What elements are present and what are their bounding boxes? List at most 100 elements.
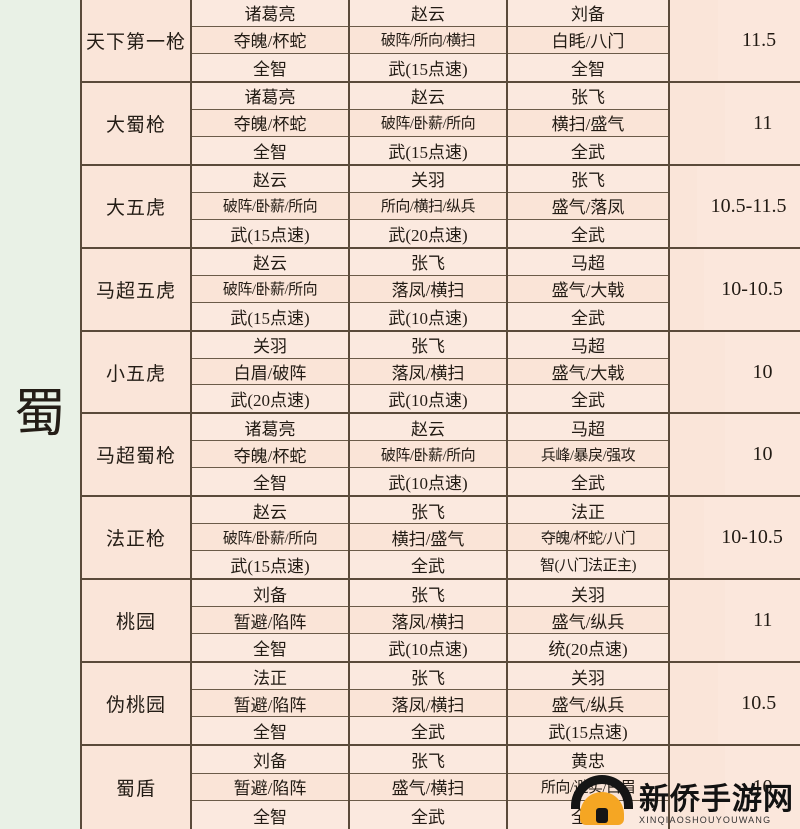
hero-attribute-cell: 武(15点速) [350,136,506,164]
hero-column-3: 法正 夺魄/杯蛇/八门 智(八门法正主) [508,497,670,579]
table-row: 天下第一枪 诸葛亮 夺魄/杯蛇 全智 赵云 破阵/所向/横扫 武(15点速) 刘备 白眊/八门全… [82,0,800,83]
hero-attribute-cell: 全武 [508,468,668,496]
table-row: 法正枪 赵云 破阵/卧薪/所向 武(15点速) 张飞 横扫/盛气 全武 法正 夺魄/杯蛇/八门智… [82,497,800,581]
hero-attribute-cell: 全武 [350,551,506,579]
hero-tactics-cell: 盛气/横扫 [350,773,506,802]
hero-columns: 法正 暂避/陷阵 全智 张飞 落凤/横扫 全武 关羽 盛气/纵兵 武(15点速) [192,663,718,745]
hero-columns: 关羽 白眉/破阵 武(20点速) 张飞 落凤/横扫 武(10点速) 马超 盛气/大戟 全武 [192,331,725,413]
hero-attribute-cell: 武(10点速) [350,634,506,662]
hero-tactics-cell: 盛气/纵兵 [508,690,668,718]
hero-attribute-cell: 武(15点速) [192,551,348,579]
hero-name-cell: 关羽 [508,663,668,691]
hero-tactics-cell: 落凤/横扫 [350,607,506,635]
hero-attribute-cell: 全武 [350,801,506,829]
comp-name-cell: 桃园 [82,580,192,662]
hero-tactics-cell: 暂避/陷阵 [192,607,348,635]
hero-tactics-cell: 白眉/破阵 [192,358,348,386]
score-cell: 10 [725,414,800,496]
hero-name-cell: 马超 [508,248,668,276]
hero-column-3: 关羽 盛气/纵兵 统(20点速) [508,580,670,662]
hero-column-2: 张飞 落凤/横扫 武(10点速) [350,248,508,330]
hero-attribute-cell: 武(10点速) [350,385,506,413]
score-cell: 11 [725,82,800,164]
hero-attribute-cell: 全智 [192,136,348,164]
hero-name-cell: 张飞 [350,331,506,359]
comp-name-cell: 马超五虎 [82,248,192,330]
hero-column-3: 张飞 盛气/落凤 全武 [508,165,670,247]
hero-column-2: 张飞 落凤/横扫 全武 [350,663,508,745]
hero-tactics-cell: 所向/避实/白眉 [508,773,668,802]
hero-name-cell: 赵云 [192,497,348,525]
hero-tactics-cell: 横扫/盛气 [350,524,506,552]
hero-attribute-cell: 武(10点速) [350,302,506,330]
hero-name-cell: 法正 [192,663,348,691]
hero-tactics-cell: 破阵/所向/横扫 [350,26,506,54]
hero-tactics-cell: 夺魄/杯蛇 [192,441,348,469]
table-row: 马超五虎 赵云 破阵/卧薪/所向 武(15点速) 张飞 落凤/横扫 武(10点速) 马超 盛气/… [82,248,800,332]
hero-name-cell: 赵云 [192,248,348,276]
hero-name-cell: 诸葛亮 [192,82,348,110]
table-row: 大蜀枪 诸葛亮 夺魄/杯蛇 全智 赵云 破阵/卧薪/所向 武(15点速) 张飞 横扫/盛气 全武 1… [82,82,800,166]
hero-tactics-cell: 盛气/大戟 [508,275,668,303]
hero-attribute-cell: 武(20点速) [350,219,506,247]
hero-column-1: 赵云 破阵/卧薪/所向 武(15点速) [192,165,350,247]
hero-attribute-cell: 全武 [508,801,668,829]
hero-column-3: 马超 盛气/大戟 全武 [508,248,670,330]
hero-tactics-cell: 破阵/卧薪/所向 [192,192,348,220]
table-row: 马超蜀枪 诸葛亮 夺魄/杯蛇 全智 赵云 破阵/卧薪/所向 武(10点速) 马超 兵峰/暴戾/强… [82,414,800,498]
hero-column-1: 关羽 白眉/破阵 武(20点速) [192,331,350,413]
hero-column-1: 刘备 暂避/陷阵 全智 [192,580,350,662]
hero-tactics-cell: 破阵/卧薪/所向 [192,524,348,552]
hero-name-cell: 刘备 [508,0,668,27]
hero-tactics-cell: 破阵/卧薪/所向 [192,275,348,303]
hero-column-3: 关羽 盛气/纵兵 武(15点速) [508,663,670,745]
hero-columns: 赵云 破阵/卧薪/所向 武(15点速) 张飞 落凤/横扫 武(10点速) 马超 盛气/大戟 全武 [192,248,704,330]
hero-tactics-cell: 白眊/八门 [508,26,668,54]
hero-attribute-cell: 全武 [508,302,668,330]
hero-columns: 赵云 破阵/卧薪/所向 武(15点速) 关羽 所向/横扫/纵兵 武(20点速) 张飞 盛气/落… [192,165,697,247]
hero-name-cell: 关羽 [192,331,348,359]
comp-name-cell: 大蜀枪 [82,82,192,164]
hero-column-2: 张飞 落凤/横扫 武(10点速) [350,331,508,413]
hero-column-2: 张飞 盛气/横扫 全武 [350,746,508,829]
table-row: 大五虎 赵云 破阵/卧薪/所向 武(15点速) 关羽 所向/横扫/纵兵 武(20点速) 张飞盛… [82,165,800,249]
hero-attribute-cell: 武(20点速) [192,385,348,413]
hero-column-1: 诸葛亮 夺魄/杯蛇 全智 [192,414,350,496]
hero-attribute-cell: 武(15点速) [192,302,348,330]
hero-name-cell: 法正 [508,497,668,525]
score-cell: 11.5 [717,0,800,81]
table-row: 蜀盾 刘备 暂避/陷阵 全智 张飞 盛气/横扫 全武 黄忠 所向/避实/白眉 全武 10 [82,746,800,829]
hero-column-3: 黄忠 所向/避实/白眉 全武 [508,746,670,829]
hero-attribute-cell: 武(15点速) [508,717,668,744]
hero-tactics-cell: 破阵/卧薪/所向 [350,109,506,137]
hero-columns: 诸葛亮 夺魄/杯蛇 全智 赵云 破阵/所向/横扫 武(15点速) 刘备 白眊/八门 全智 [192,0,718,81]
hero-tactics-cell: 暂避/陷阵 [192,690,348,718]
hero-columns: 赵云 破阵/卧薪/所向 武(15点速) 张飞 横扫/盛气 全武 法正 夺魄/杯蛇/八门 智(八门… [192,497,704,579]
hero-column-3: 马超 兵峰/暴戾/强攻 全武 [508,414,670,496]
comp-name-cell: 大五虎 [82,165,192,247]
score-cell: 10 [725,331,800,413]
score-cell: 10.5 [717,663,800,745]
hero-attribute-cell: 全智 [508,53,668,81]
hero-name-cell: 张飞 [508,82,668,110]
hero-name-cell: 关羽 [508,580,668,608]
hero-column-2: 张飞 落凤/横扫 武(10点速) [350,580,508,662]
hero-tactics-cell: 盛气/落凤 [508,192,668,220]
comp-name-cell: 天下第一枪 [82,0,192,81]
hero-columns: 刘备 暂避/陷阵 全智 张飞 盛气/横扫 全武 黄忠 所向/避实/白眉 全武 [192,746,725,829]
hero-tactics-cell: 夺魄/杯蛇 [192,109,348,137]
hero-tactics-cell: 盛气/纵兵 [508,607,668,635]
hero-columns: 诸葛亮 夺魄/杯蛇 全智 赵云 破阵/卧薪/所向 武(15点速) 张飞 横扫/盛气 全武 [192,82,725,164]
score-cell: 10.5-11.5 [697,165,800,247]
score-cell: 10 [725,746,800,829]
hero-column-2: 赵云 破阵/所向/横扫 武(15点速) [350,0,508,81]
hero-tactics-cell: 落凤/横扫 [350,358,506,386]
comp-name-cell: 法正枪 [82,497,192,579]
hero-column-1: 法正 暂避/陷阵 全智 [192,663,350,745]
score-cell: 11 [725,580,800,662]
hero-columns: 诸葛亮 夺魄/杯蛇 全智 赵云 破阵/卧薪/所向 武(10点速) 马超 兵峰/暴戾/强攻 全武 [192,414,725,496]
hero-column-2: 赵云 破阵/卧薪/所向 武(10点速) [350,414,508,496]
hero-tactics-cell: 所向/横扫/纵兵 [350,192,506,220]
comp-name-cell: 马超蜀枪 [82,414,192,496]
